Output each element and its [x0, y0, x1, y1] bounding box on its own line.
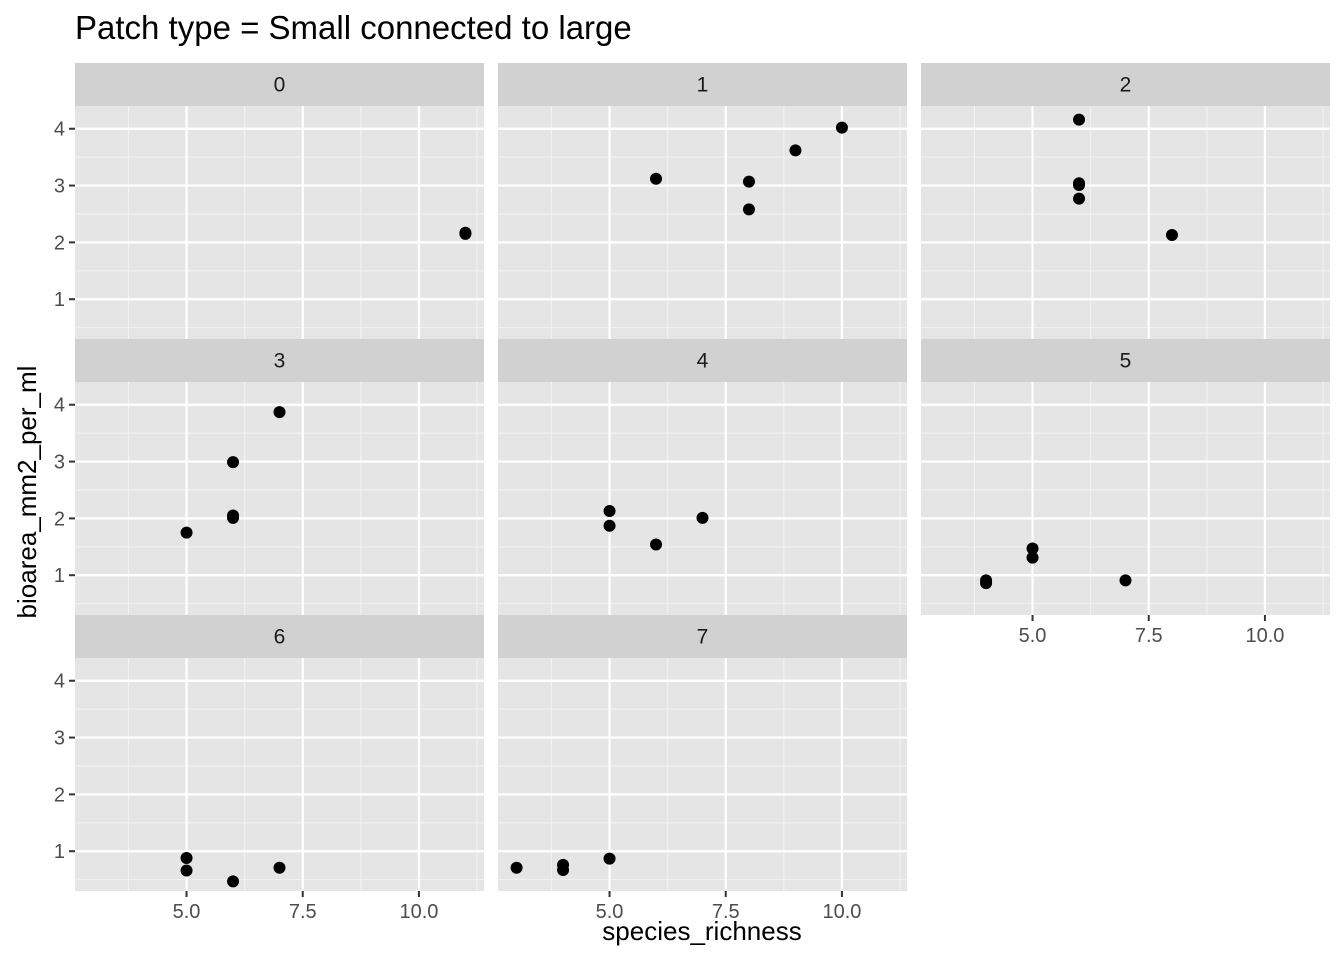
facet-panel-2: 2: [921, 63, 1330, 339]
panel-background: [498, 106, 907, 339]
facet-panel-4: 4: [498, 339, 907, 615]
y-tick-label: 2: [54, 784, 65, 806]
data-point: [180, 526, 193, 539]
x-tick-label: 5.0: [173, 901, 201, 923]
y-tick-label: 1: [54, 841, 65, 863]
panel-background: [921, 106, 1330, 339]
x-tick-label: 10.0: [399, 901, 438, 923]
x-tick-label: 5.0: [596, 901, 624, 923]
data-point: [650, 538, 663, 551]
facet-strip: [498, 339, 907, 382]
data-point: [603, 852, 616, 865]
y-tick-label: 2: [54, 508, 65, 530]
facet-strip-label: 4: [697, 350, 709, 373]
panel-background: [75, 106, 484, 339]
y-tick-label: 1: [54, 289, 65, 311]
facet-strip-label: 7: [697, 626, 709, 649]
x-tick-label: 5.0: [1019, 625, 1047, 647]
data-point: [696, 511, 709, 524]
data-point: [789, 144, 802, 157]
data-point: [603, 519, 616, 532]
facet-panel-5: 5 5.0 7.5 10.0: [921, 339, 1330, 647]
data-point: [227, 511, 240, 524]
data-point: [180, 852, 193, 865]
facet-strip: [75, 63, 484, 106]
facet-strip: [921, 339, 1330, 382]
data-point: [1073, 113, 1086, 126]
facet-panel-3: 3 1 2 3 4: [54, 339, 484, 615]
facet-strip-label: 5: [1120, 350, 1132, 373]
y-tick-label: 3: [54, 728, 65, 750]
data-point: [227, 875, 240, 888]
facet-strip-label: 1: [697, 74, 709, 97]
y-tick-label: 4: [54, 395, 65, 417]
facet-panel-6: 6 1 2 3 4 5.0 7.5 10.0: [54, 615, 484, 923]
facet-panel-0: 0 1 2 3 4: [54, 63, 484, 339]
x-tick-label: 10.0: [1245, 625, 1284, 647]
facet-strip-label: 2: [1120, 74, 1132, 97]
data-point: [227, 456, 240, 469]
y-tick-label: 2: [54, 232, 65, 254]
y-tick-label: 3: [54, 176, 65, 198]
data-point: [1026, 542, 1039, 555]
facet-panel-7: 7 5.0 7.5 10.0: [498, 615, 907, 923]
x-tick-label: 7.5: [1135, 625, 1163, 647]
data-point: [557, 863, 570, 876]
data-point: [1119, 574, 1132, 587]
data-point: [980, 577, 993, 590]
y-tick-label: 1: [54, 565, 65, 587]
x-axis-title: species_richness: [602, 916, 801, 946]
data-point: [1026, 551, 1039, 564]
x-tick-label: 10.0: [822, 901, 861, 923]
facet-strip-label: 0: [274, 74, 286, 97]
data-point: [510, 861, 523, 874]
data-point: [603, 505, 616, 518]
y-axis-title: bioarea_mm2_per_ml: [12, 366, 42, 619]
data-point: [835, 121, 848, 134]
panel-background: [498, 658, 907, 891]
y-tick-label: 3: [54, 452, 65, 474]
x-tick-label: 7.5: [712, 901, 740, 923]
data-point: [1073, 192, 1086, 205]
data-point: [1165, 229, 1178, 242]
data-point: [742, 175, 755, 188]
facet-strip: [498, 63, 907, 106]
facet-strip: [498, 615, 907, 658]
data-point: [273, 861, 286, 874]
facet-strip: [75, 615, 484, 658]
facet-panel-1: 1: [498, 63, 907, 339]
facet-strip-label: 6: [274, 626, 286, 649]
data-point: [180, 864, 193, 877]
data-point: [273, 406, 286, 419]
panel-background: [75, 658, 484, 891]
chart-title: Patch type = Small connected to large: [75, 9, 632, 46]
data-point: [1073, 178, 1086, 191]
y-tick-label: 4: [54, 119, 65, 141]
facet-strip: [921, 63, 1330, 106]
facet-strip-label: 3: [274, 350, 286, 373]
facet-strip: [75, 339, 484, 382]
y-tick-label: 4: [54, 671, 65, 693]
data-point: [742, 203, 755, 216]
x-tick-label: 7.5: [289, 901, 317, 923]
panel-background: [498, 382, 907, 615]
data-point: [459, 226, 472, 239]
data-point: [650, 172, 663, 185]
